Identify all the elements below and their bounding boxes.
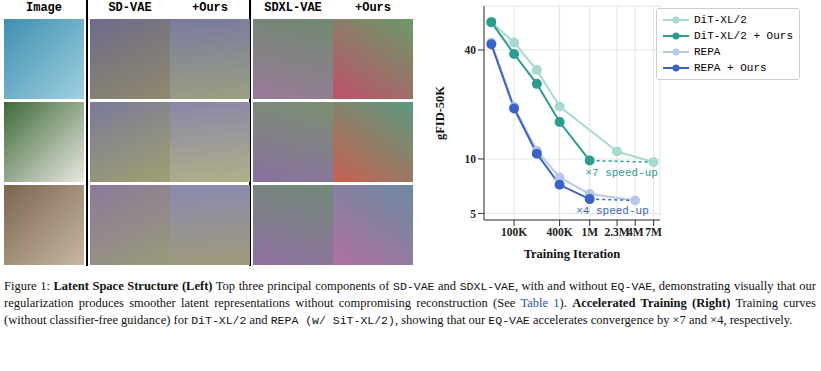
svg-text:10: 10 [465,153,477,165]
html-text:SDXL-VAE: SDXL-VAE [264,1,322,15]
svg-text:4M: 4M [627,226,644,238]
svg-text:400K: 400K [547,226,573,238]
svg-text:40: 40 [465,44,477,56]
svg-text:Training Iteration: Training Iteration [524,247,621,261]
svg-text:×7 speed-up: ×7 speed-up [585,167,658,179]
svg-text:×4 speed-up: ×4 speed-up [576,205,649,217]
html-text:+Ours: +Ours [192,1,228,15]
html-text:REPA + Ours: REPA + Ours [694,62,767,74]
svg-text:7M: 7M [645,226,662,238]
html-text:DiT-XL/2: DiT-XL/2 [694,14,747,26]
svg-text:gFID-50K: gFID-50K [433,86,447,140]
svg-text:5: 5 [470,208,476,220]
html-text:REPA: REPA [694,46,721,58]
svg-text:100K: 100K [501,226,527,238]
html-text:+Ours: +Ours [355,1,391,15]
html-text:DiT-XL/2 + Ours: DiT-XL/2 + Ours [694,30,793,42]
svg-text:2.3M: 2.3M [604,226,630,239]
html-text:SD-VAE: SD-VAE [108,1,152,15]
html-text:Image: Image [26,1,62,15]
svg-text:1M: 1M [581,226,598,238]
html-text:Figure 1: Latent Space Structu: Figure 1: Latent Space Structure (Left) … [4,279,816,327]
